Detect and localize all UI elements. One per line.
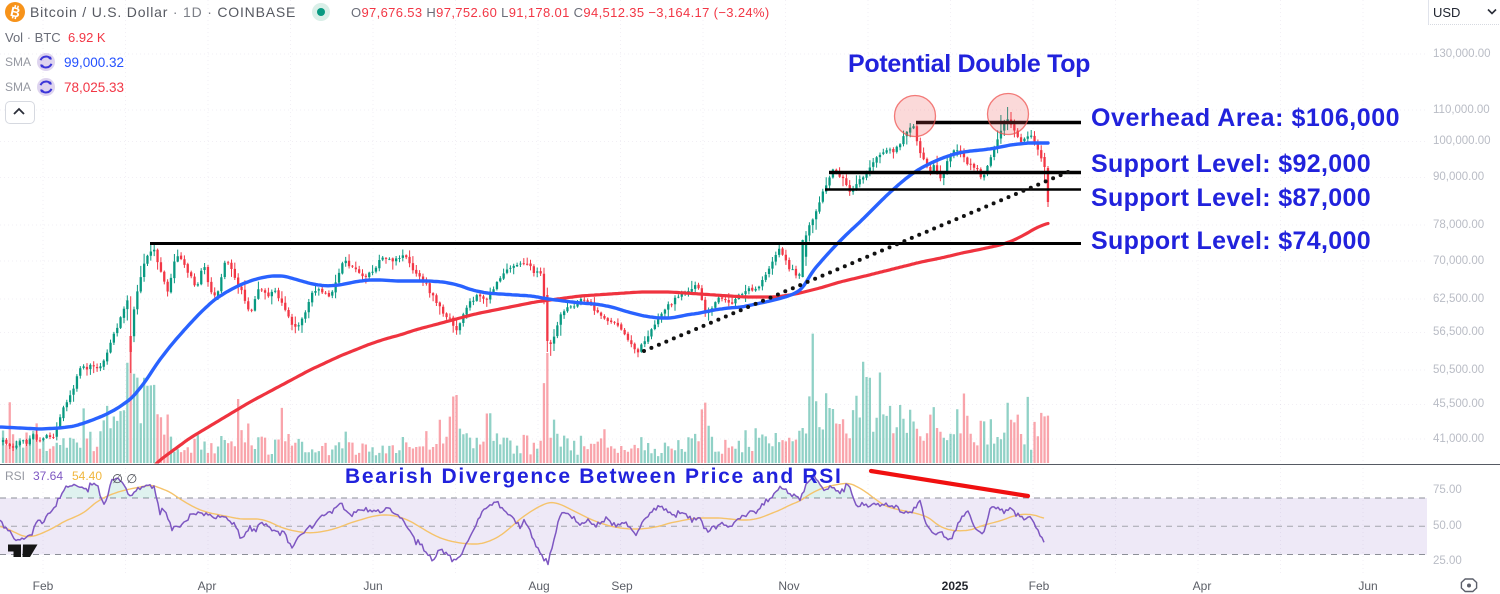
svg-text:B: B [9, 4, 22, 21]
